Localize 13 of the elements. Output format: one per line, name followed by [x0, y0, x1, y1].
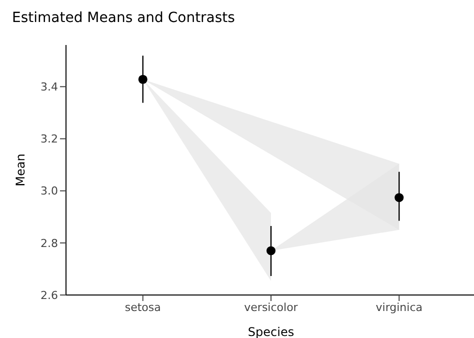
x-tick-label: setosa — [124, 300, 161, 314]
y-tick-label: 2.8 — [40, 236, 58, 250]
y-tick-label: 3.2 — [40, 132, 58, 146]
point — [266, 246, 276, 256]
y-tick-label: 2.6 — [40, 288, 58, 302]
point — [138, 74, 148, 84]
y-tick-label: 3.4 — [40, 80, 58, 94]
x-tick-label: virginica — [376, 300, 422, 314]
x-tick-label: versicolor — [244, 300, 298, 314]
point — [394, 193, 404, 202]
y-tick-label: 3.0 — [40, 184, 58, 198]
y-axis-title: Mean — [13, 154, 28, 186]
chart-title: Estimated Means and Contrasts — [12, 10, 235, 26]
